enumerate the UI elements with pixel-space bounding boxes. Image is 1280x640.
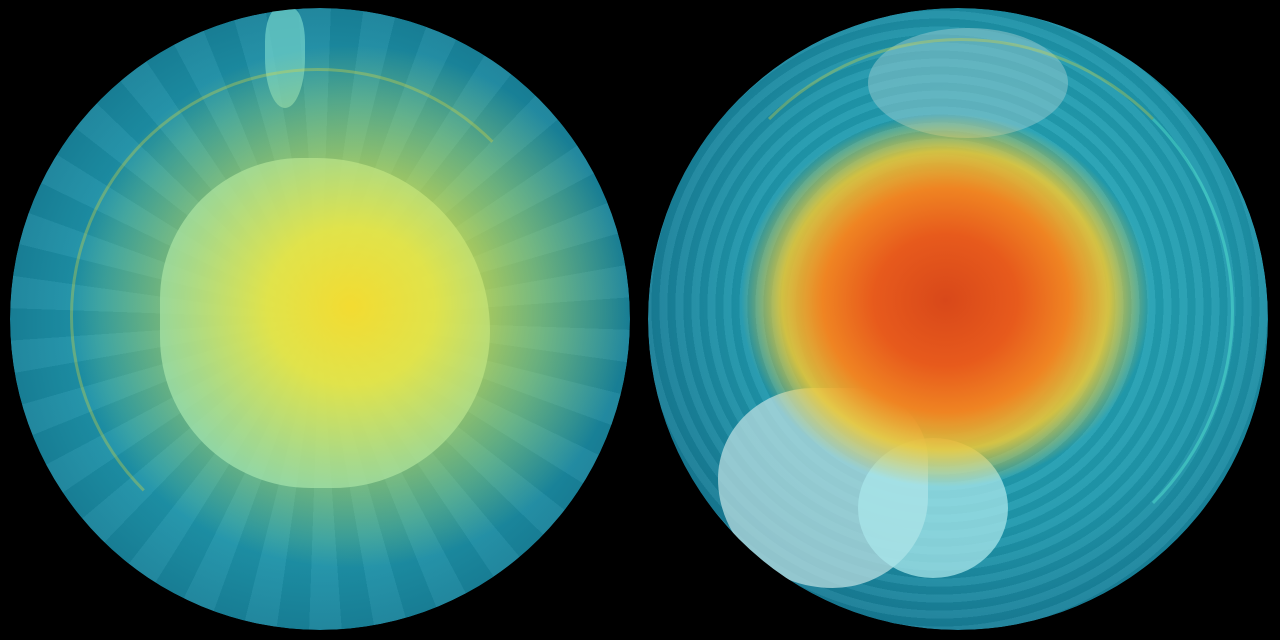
right-globe (648, 8, 1268, 630)
limb-shading (648, 8, 1268, 630)
left-globe (10, 8, 630, 630)
limb-shading (10, 8, 630, 630)
